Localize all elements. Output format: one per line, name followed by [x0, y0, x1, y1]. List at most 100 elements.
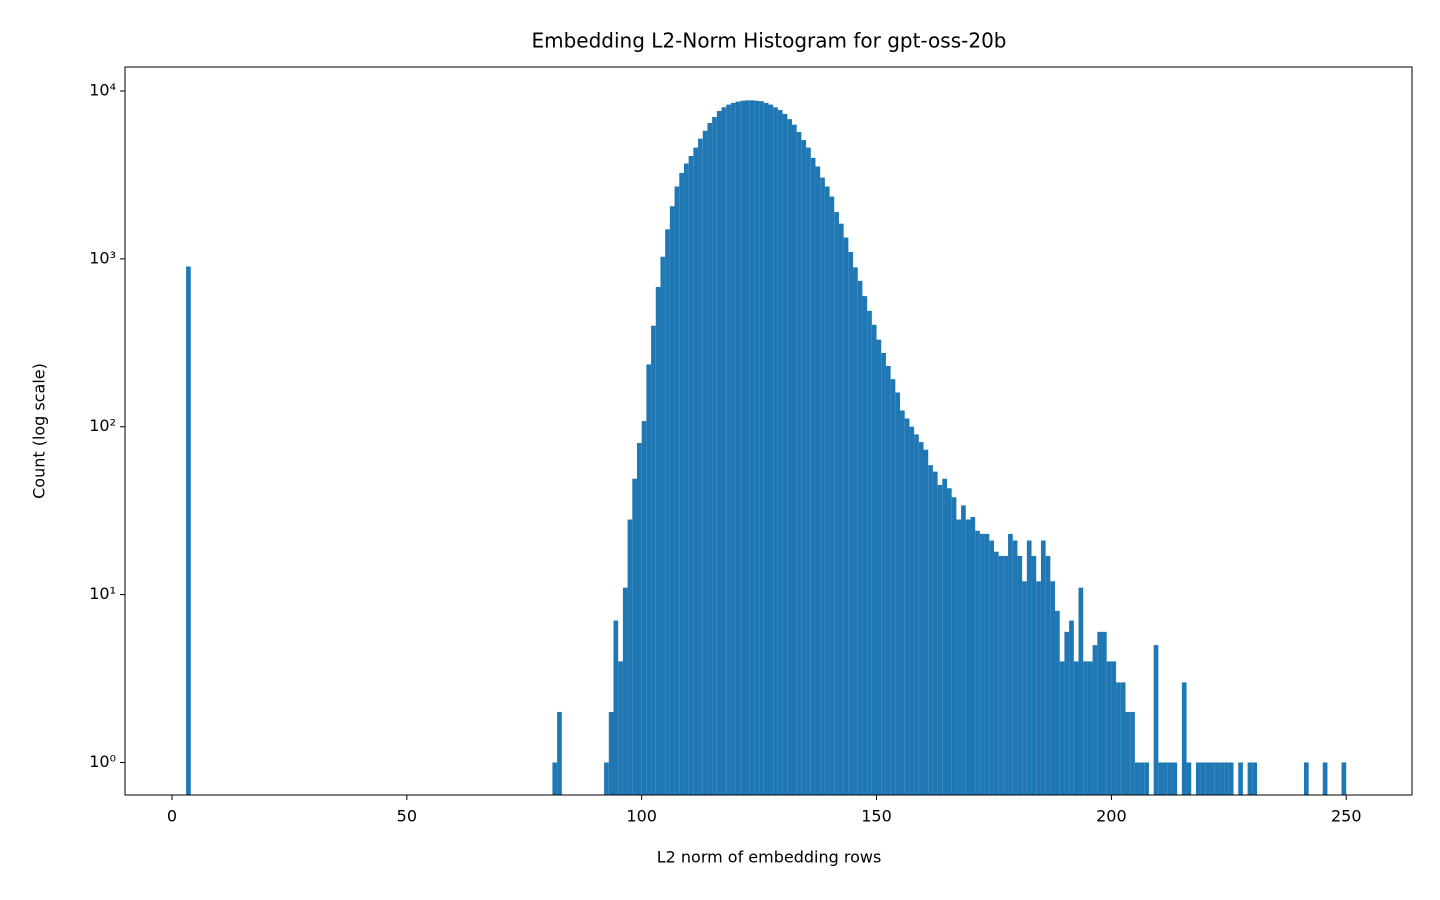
- bar: [1092, 645, 1098, 795]
- bar: [1106, 661, 1112, 795]
- bar: [810, 157, 816, 796]
- bar: [1036, 581, 1041, 795]
- bar: [674, 186, 680, 796]
- bar: [904, 418, 910, 795]
- bar: [1210, 762, 1215, 795]
- bar: [768, 104, 774, 795]
- bar: [1064, 631, 1070, 795]
- bar: [1139, 762, 1145, 795]
- bar: [1125, 711, 1131, 795]
- y-tick-label: 10³: [89, 248, 116, 267]
- bar: [1186, 762, 1192, 795]
- bar: [998, 555, 1004, 795]
- bar: [1055, 610, 1060, 795]
- bar: [557, 711, 562, 795]
- bar: [688, 156, 694, 795]
- bar: [993, 551, 999, 795]
- y-tick-label: 10¹: [89, 584, 116, 603]
- bar: [782, 113, 788, 795]
- bar: [763, 102, 769, 796]
- bar: [716, 111, 722, 796]
- bar: [1031, 555, 1037, 795]
- bar: [712, 117, 717, 796]
- bar: [1120, 682, 1126, 795]
- bar: [918, 442, 924, 795]
- bar: [1228, 762, 1234, 795]
- bar: [900, 410, 905, 795]
- bar: [1101, 631, 1107, 795]
- bar: [1069, 620, 1074, 795]
- bar: [604, 762, 609, 795]
- bar: [928, 465, 933, 795]
- bar: [791, 124, 797, 795]
- bar: [1134, 762, 1140, 795]
- bar: [970, 516, 976, 795]
- bar: [1153, 645, 1159, 795]
- bar: [871, 324, 877, 795]
- x-tick-label: 250: [1331, 807, 1362, 826]
- bar: [1017, 555, 1023, 795]
- x-tick-label: 150: [861, 807, 892, 826]
- bar: [975, 530, 980, 795]
- plot-frame: [124, 66, 1413, 796]
- bar: [613, 620, 619, 795]
- bar: [1003, 555, 1009, 795]
- x-tick-label: 50: [397, 807, 417, 826]
- bar: [1050, 581, 1056, 795]
- bar: [1012, 540, 1018, 795]
- bar: [942, 478, 947, 795]
- bar: [956, 519, 962, 795]
- bar: [627, 519, 633, 795]
- bar: [876, 339, 882, 795]
- bar: [965, 519, 971, 795]
- bar: [923, 449, 929, 795]
- bar: [740, 100, 746, 795]
- bar: [1073, 661, 1079, 795]
- bar: [735, 101, 741, 796]
- bar: [932, 471, 938, 795]
- bar: [773, 107, 778, 795]
- bar: [669, 206, 675, 795]
- bar: [641, 421, 647, 795]
- bar: [552, 762, 558, 795]
- bar: [759, 101, 764, 795]
- bar: [1252, 762, 1257, 795]
- bar: [881, 352, 886, 795]
- bar: [1341, 762, 1347, 795]
- chart-title: Embedding L2-Norm Histogram for gpt-oss-…: [531, 29, 1006, 53]
- bar: [834, 212, 839, 795]
- bar: [702, 130, 708, 795]
- bar: [608, 711, 614, 795]
- bar: [1026, 540, 1032, 795]
- bar: [829, 196, 835, 795]
- x-axis-label: L2 norm of embedding rows: [657, 848, 882, 867]
- bar: [730, 102, 736, 796]
- bar: [1322, 762, 1328, 795]
- bar: [660, 256, 666, 795]
- x-tick-label: 200: [1096, 807, 1127, 826]
- bar: [909, 426, 915, 795]
- y-tick-label: 10⁰: [89, 752, 116, 771]
- bar: [1087, 661, 1093, 795]
- bar: [1097, 631, 1102, 795]
- bar: [961, 505, 966, 795]
- bar: [853, 267, 858, 795]
- bar: [754, 100, 760, 795]
- bar: [186, 266, 191, 795]
- bar: [890, 379, 896, 795]
- bar: [1214, 762, 1220, 795]
- bar: [1008, 533, 1013, 795]
- bar: [1022, 581, 1027, 795]
- y-tick-label: 10⁴: [89, 81, 116, 100]
- bar: [683, 163, 689, 796]
- bar: [1238, 762, 1243, 795]
- bar: [1224, 762, 1229, 795]
- bar: [885, 366, 891, 795]
- bar: [1303, 762, 1309, 795]
- bar: [857, 280, 863, 796]
- bar: [1172, 762, 1178, 795]
- x-tick-label: 0: [167, 807, 177, 826]
- bar: [848, 251, 854, 795]
- bar: [749, 100, 755, 795]
